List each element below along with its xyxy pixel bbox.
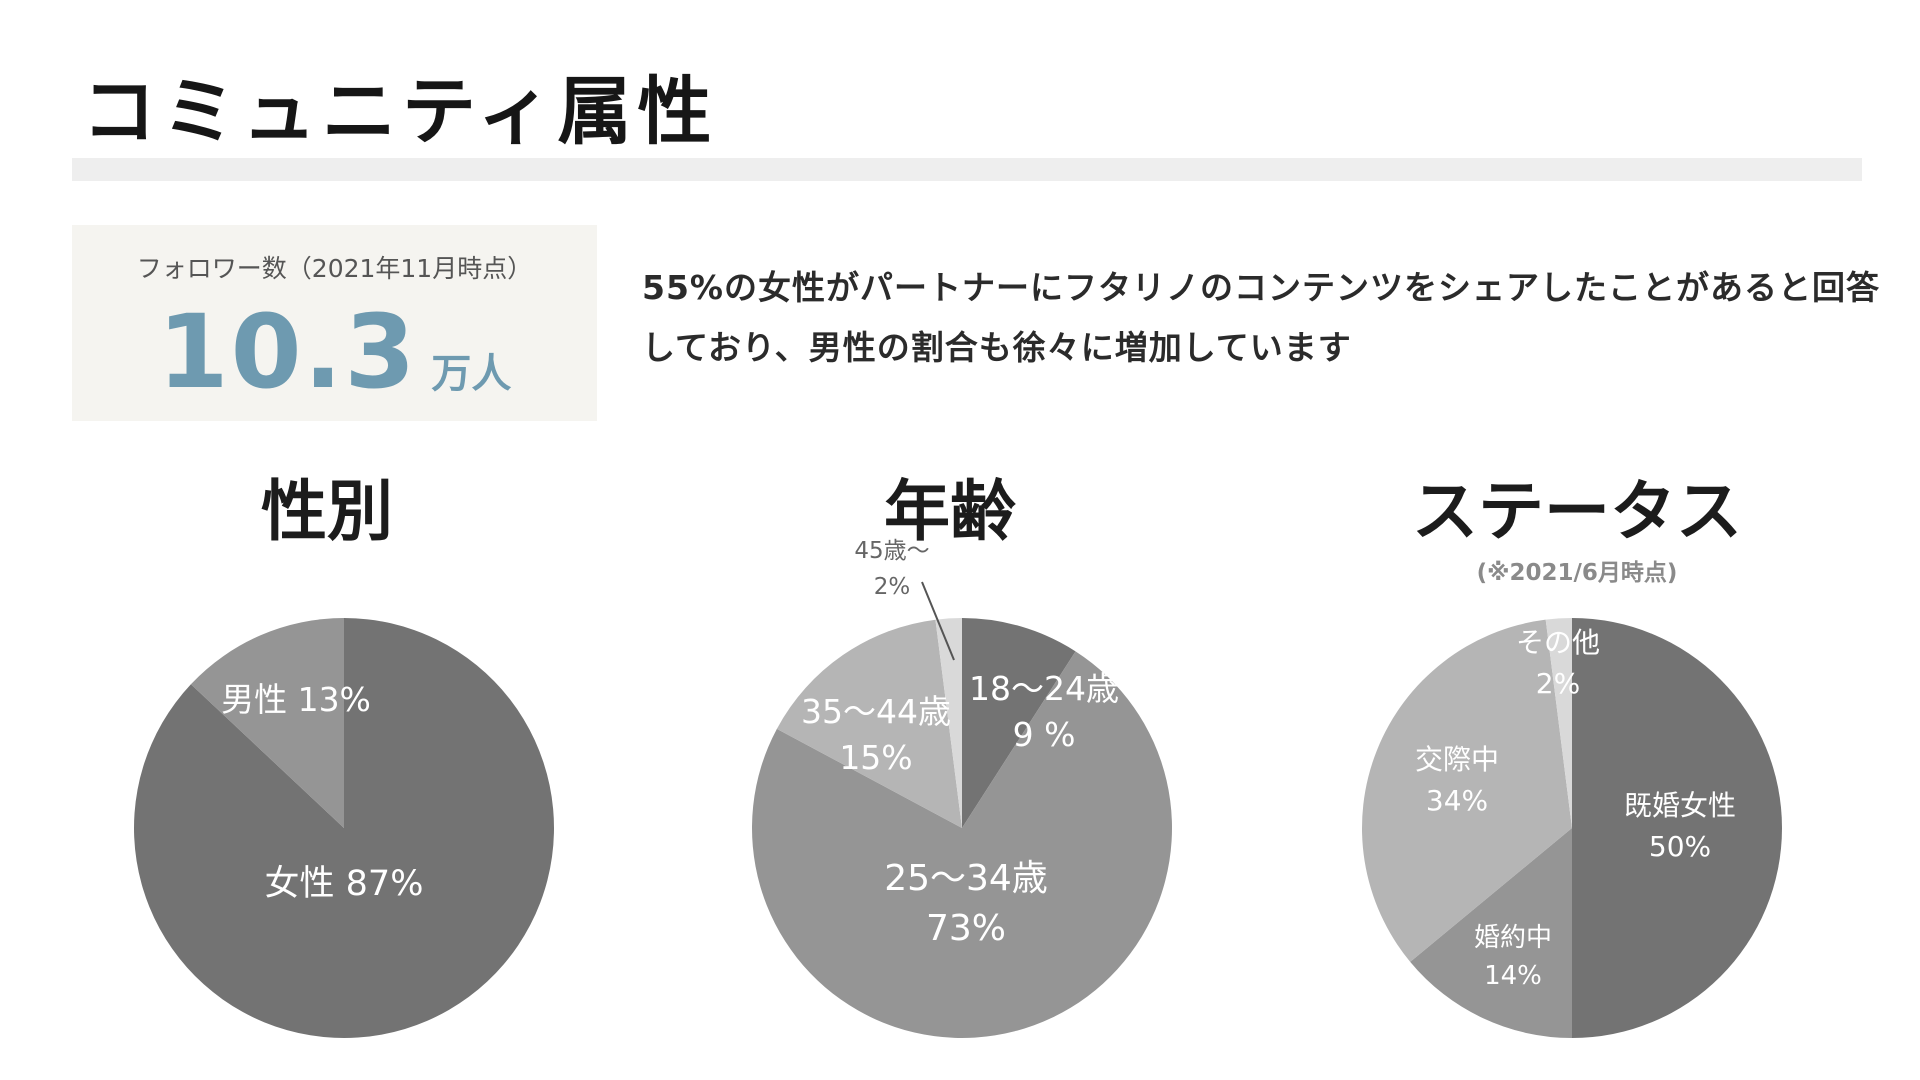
follower-count-unit: 万人 — [431, 351, 512, 397]
status-chart-note: (※2021/6月時点) — [1476, 560, 1678, 586]
status-pie-slice-1 — [1410, 828, 1572, 1038]
status-chart-title: ステータス — [1412, 473, 1742, 550]
status-slice-label-0: 既婚女性 — [1624, 789, 1736, 822]
age-pie-slice-3 — [935, 618, 962, 828]
age-pie-slice-1 — [751, 651, 1173, 1038]
follower-count-caption: フォロワー数（2021年11月時点） — [136, 254, 533, 283]
age-chart-title: 年齢 — [884, 473, 1016, 550]
age-slice-label-3: 45歳〜 — [854, 538, 929, 564]
age-pie-slice-0 — [962, 618, 1076, 828]
age-slice-label-0: 18〜24歳 — [969, 669, 1119, 708]
headline-text: 55%の女性がパートナーにフタリノのコンテンツをシェアしたことがあると回答してお… — [642, 268, 1880, 367]
status-slice-value-1: 14% — [1484, 961, 1542, 991]
follower-count-number: 10.3 — [157, 293, 418, 412]
age-leader-line-3 — [921, 581, 955, 661]
follower-count-panel: フォロワー数（2021年11月時点） 10.3 万人 — [72, 225, 597, 421]
age-slice-label-2: 35〜44歳 — [801, 692, 951, 731]
status-slice-value-3: 2% — [1536, 667, 1580, 700]
status-slice-label-1: 婚約中 — [1474, 923, 1552, 953]
gender-pie-slice-1 — [190, 618, 344, 828]
gender-pie-slice-0 — [134, 618, 555, 1038]
follower-count-value: 10.3 万人 — [72, 293, 597, 412]
age-slice-value-2: 15% — [839, 738, 912, 777]
age-slice-value-1: 73% — [926, 908, 1006, 949]
age-slice-value-3: 2% — [874, 574, 911, 600]
status-pie-slice-2 — [1362, 619, 1572, 962]
page-title: コミュニティ属性 — [82, 69, 718, 155]
status-slice-label-3: その他 — [1516, 626, 1600, 659]
age-slice-label-1: 25〜34歳 — [884, 858, 1048, 899]
age-slice-value-0: 9 % — [1013, 715, 1076, 754]
gender-slice-label-1: 男性 13% — [221, 680, 371, 719]
status-pie-slice-3 — [1545, 618, 1572, 828]
title-divider-bar — [72, 158, 1862, 181]
status-slice-value-2: 34% — [1426, 784, 1488, 817]
status-slice-value-0: 50% — [1649, 830, 1711, 863]
gender-slice-label-0: 女性 87% — [265, 864, 424, 904]
age-pie-slice-2 — [776, 619, 962, 828]
gender-chart-title: 性別 — [261, 473, 393, 550]
status-slice-label-2: 交際中 — [1415, 743, 1499, 776]
status-pie-slice-0 — [1572, 618, 1782, 1038]
